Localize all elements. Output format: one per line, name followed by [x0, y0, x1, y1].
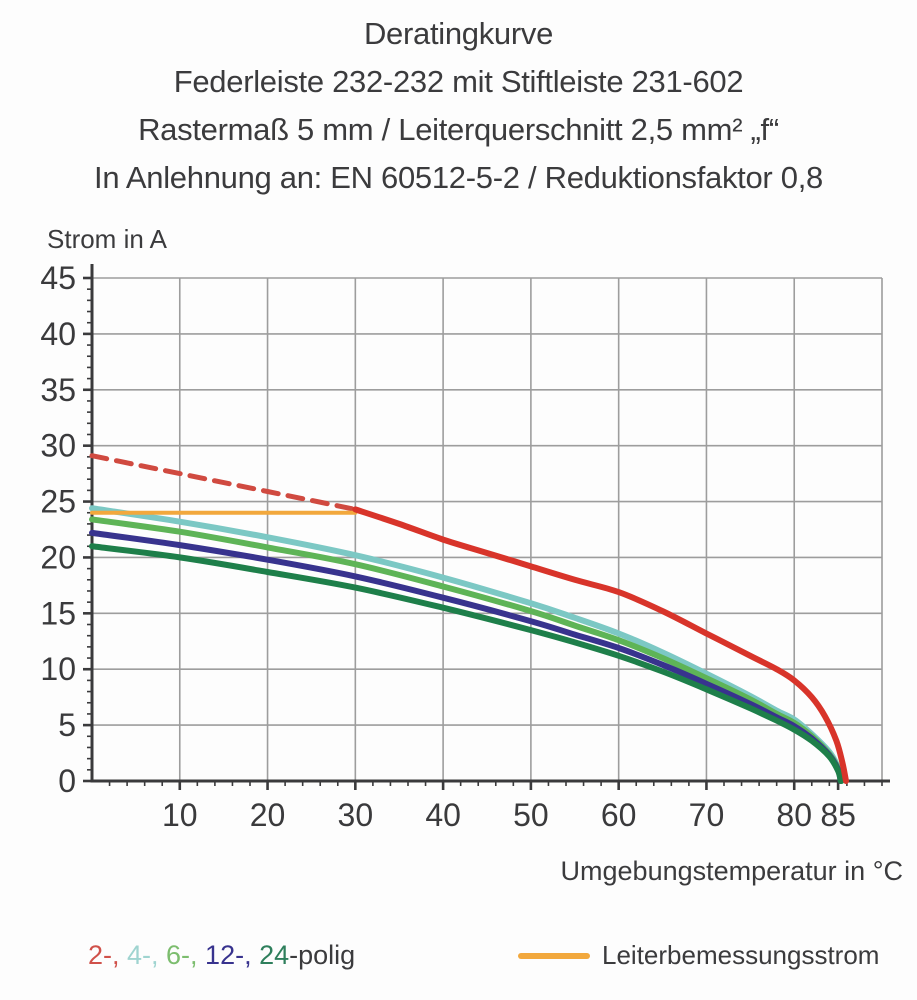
- svg-text:10: 10: [162, 797, 198, 833]
- svg-text:35: 35: [40, 372, 76, 408]
- legend-pole-counts: 2-, 4-, 6-, 12-, 24-polig: [88, 940, 355, 971]
- svg-text:80: 80: [776, 797, 812, 833]
- title-line-3: Rastermaß 5 mm / Leiterquerschnitt 2,5 m…: [138, 112, 779, 147]
- svg-text:70: 70: [689, 797, 725, 833]
- legend-segment: 2-,: [88, 940, 128, 970]
- svg-text:50: 50: [513, 797, 549, 833]
- x-axis-label: Umgebungstemperatur in °C: [560, 856, 903, 886]
- chart-title-block: Deratingkurve Federleiste 232-232 mit St…: [0, 10, 917, 202]
- title-line-2: Federleiste 232-232 mit Stiftleiste 231-…: [173, 64, 744, 99]
- svg-text:45: 45: [40, 260, 76, 296]
- svg-text:20: 20: [250, 797, 286, 833]
- rated-current-label: Leiterbemessungsstrom: [602, 940, 880, 970]
- legend-segment: 24: [259, 940, 290, 970]
- svg-text:5: 5: [58, 707, 76, 743]
- legend-segment: 4-,: [127, 940, 167, 970]
- y-axis-label: Strom in A: [47, 224, 167, 254]
- rated-current-line-swatch: [518, 952, 590, 959]
- svg-text:40: 40: [425, 797, 461, 833]
- legend-segment: 12-,: [205, 940, 260, 970]
- svg-text:40: 40: [40, 316, 76, 352]
- svg-text:30: 30: [338, 797, 374, 833]
- title-line-4: In Anlehnung an: EN 60512-5-2 / Reduktio…: [94, 160, 823, 195]
- svg-text:30: 30: [40, 428, 76, 464]
- svg-text:10: 10: [40, 651, 76, 687]
- svg-text:0: 0: [58, 763, 76, 799]
- legend-rated-current: Leiterbemessungsstrom: [518, 940, 879, 971]
- svg-text:60: 60: [601, 797, 637, 833]
- legend-segment: 6-,: [166, 940, 206, 970]
- svg-text:25: 25: [40, 484, 76, 520]
- title-line-1: Deratingkurve: [363, 16, 554, 51]
- svg-text:85: 85: [820, 797, 856, 833]
- svg-text:20: 20: [40, 539, 76, 575]
- svg-text:15: 15: [40, 595, 76, 631]
- legend-segment: -polig: [289, 940, 356, 970]
